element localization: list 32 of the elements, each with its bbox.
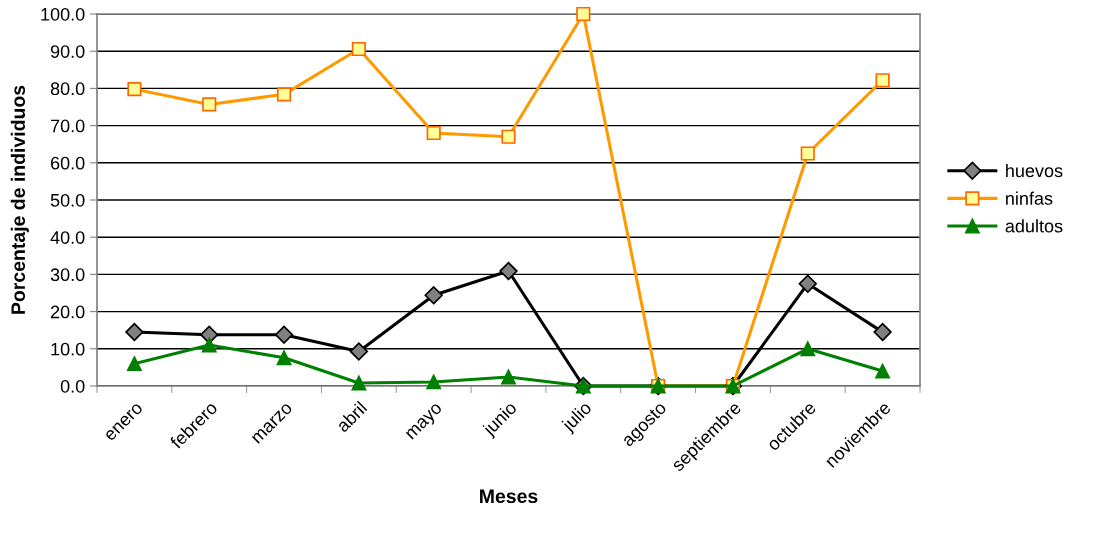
point <box>424 286 443 305</box>
y-tick-label: 0.0 <box>60 379 85 393</box>
y-tick-label: 30.0 <box>50 268 85 282</box>
point <box>126 356 142 372</box>
y-tick-label: 20.0 <box>50 305 85 319</box>
point <box>276 350 292 366</box>
point <box>349 342 369 361</box>
y-tick-label: 100.0 <box>41 7 85 21</box>
point <box>501 369 516 385</box>
point <box>873 322 892 342</box>
y-tick-label: 80.0 <box>50 82 85 96</box>
y-axis-title: Porcentaje de individuos <box>10 85 29 314</box>
x-axis-title: Meses <box>480 489 538 504</box>
y-tick-label: 40.0 <box>50 231 85 244</box>
point <box>201 337 217 353</box>
point <box>274 325 294 344</box>
y-tick-label: 60.0 <box>50 156 85 170</box>
y-tick-label: 90.0 <box>50 45 85 58</box>
y-tick-label: 70.0 <box>50 119 85 133</box>
point <box>798 274 817 293</box>
point <box>125 322 144 342</box>
y-tick-label: 10.0 <box>51 342 85 356</box>
point <box>875 363 891 379</box>
point <box>800 341 816 357</box>
legend-label: huevos <box>1006 163 1063 178</box>
legend-label: ninfas <box>1006 191 1053 205</box>
point <box>499 261 518 281</box>
point <box>426 374 442 390</box>
y-tick-label: 50.0 <box>50 193 85 207</box>
legend-label: adultos <box>1005 219 1063 233</box>
point <box>200 325 219 344</box>
point <box>351 375 367 391</box>
